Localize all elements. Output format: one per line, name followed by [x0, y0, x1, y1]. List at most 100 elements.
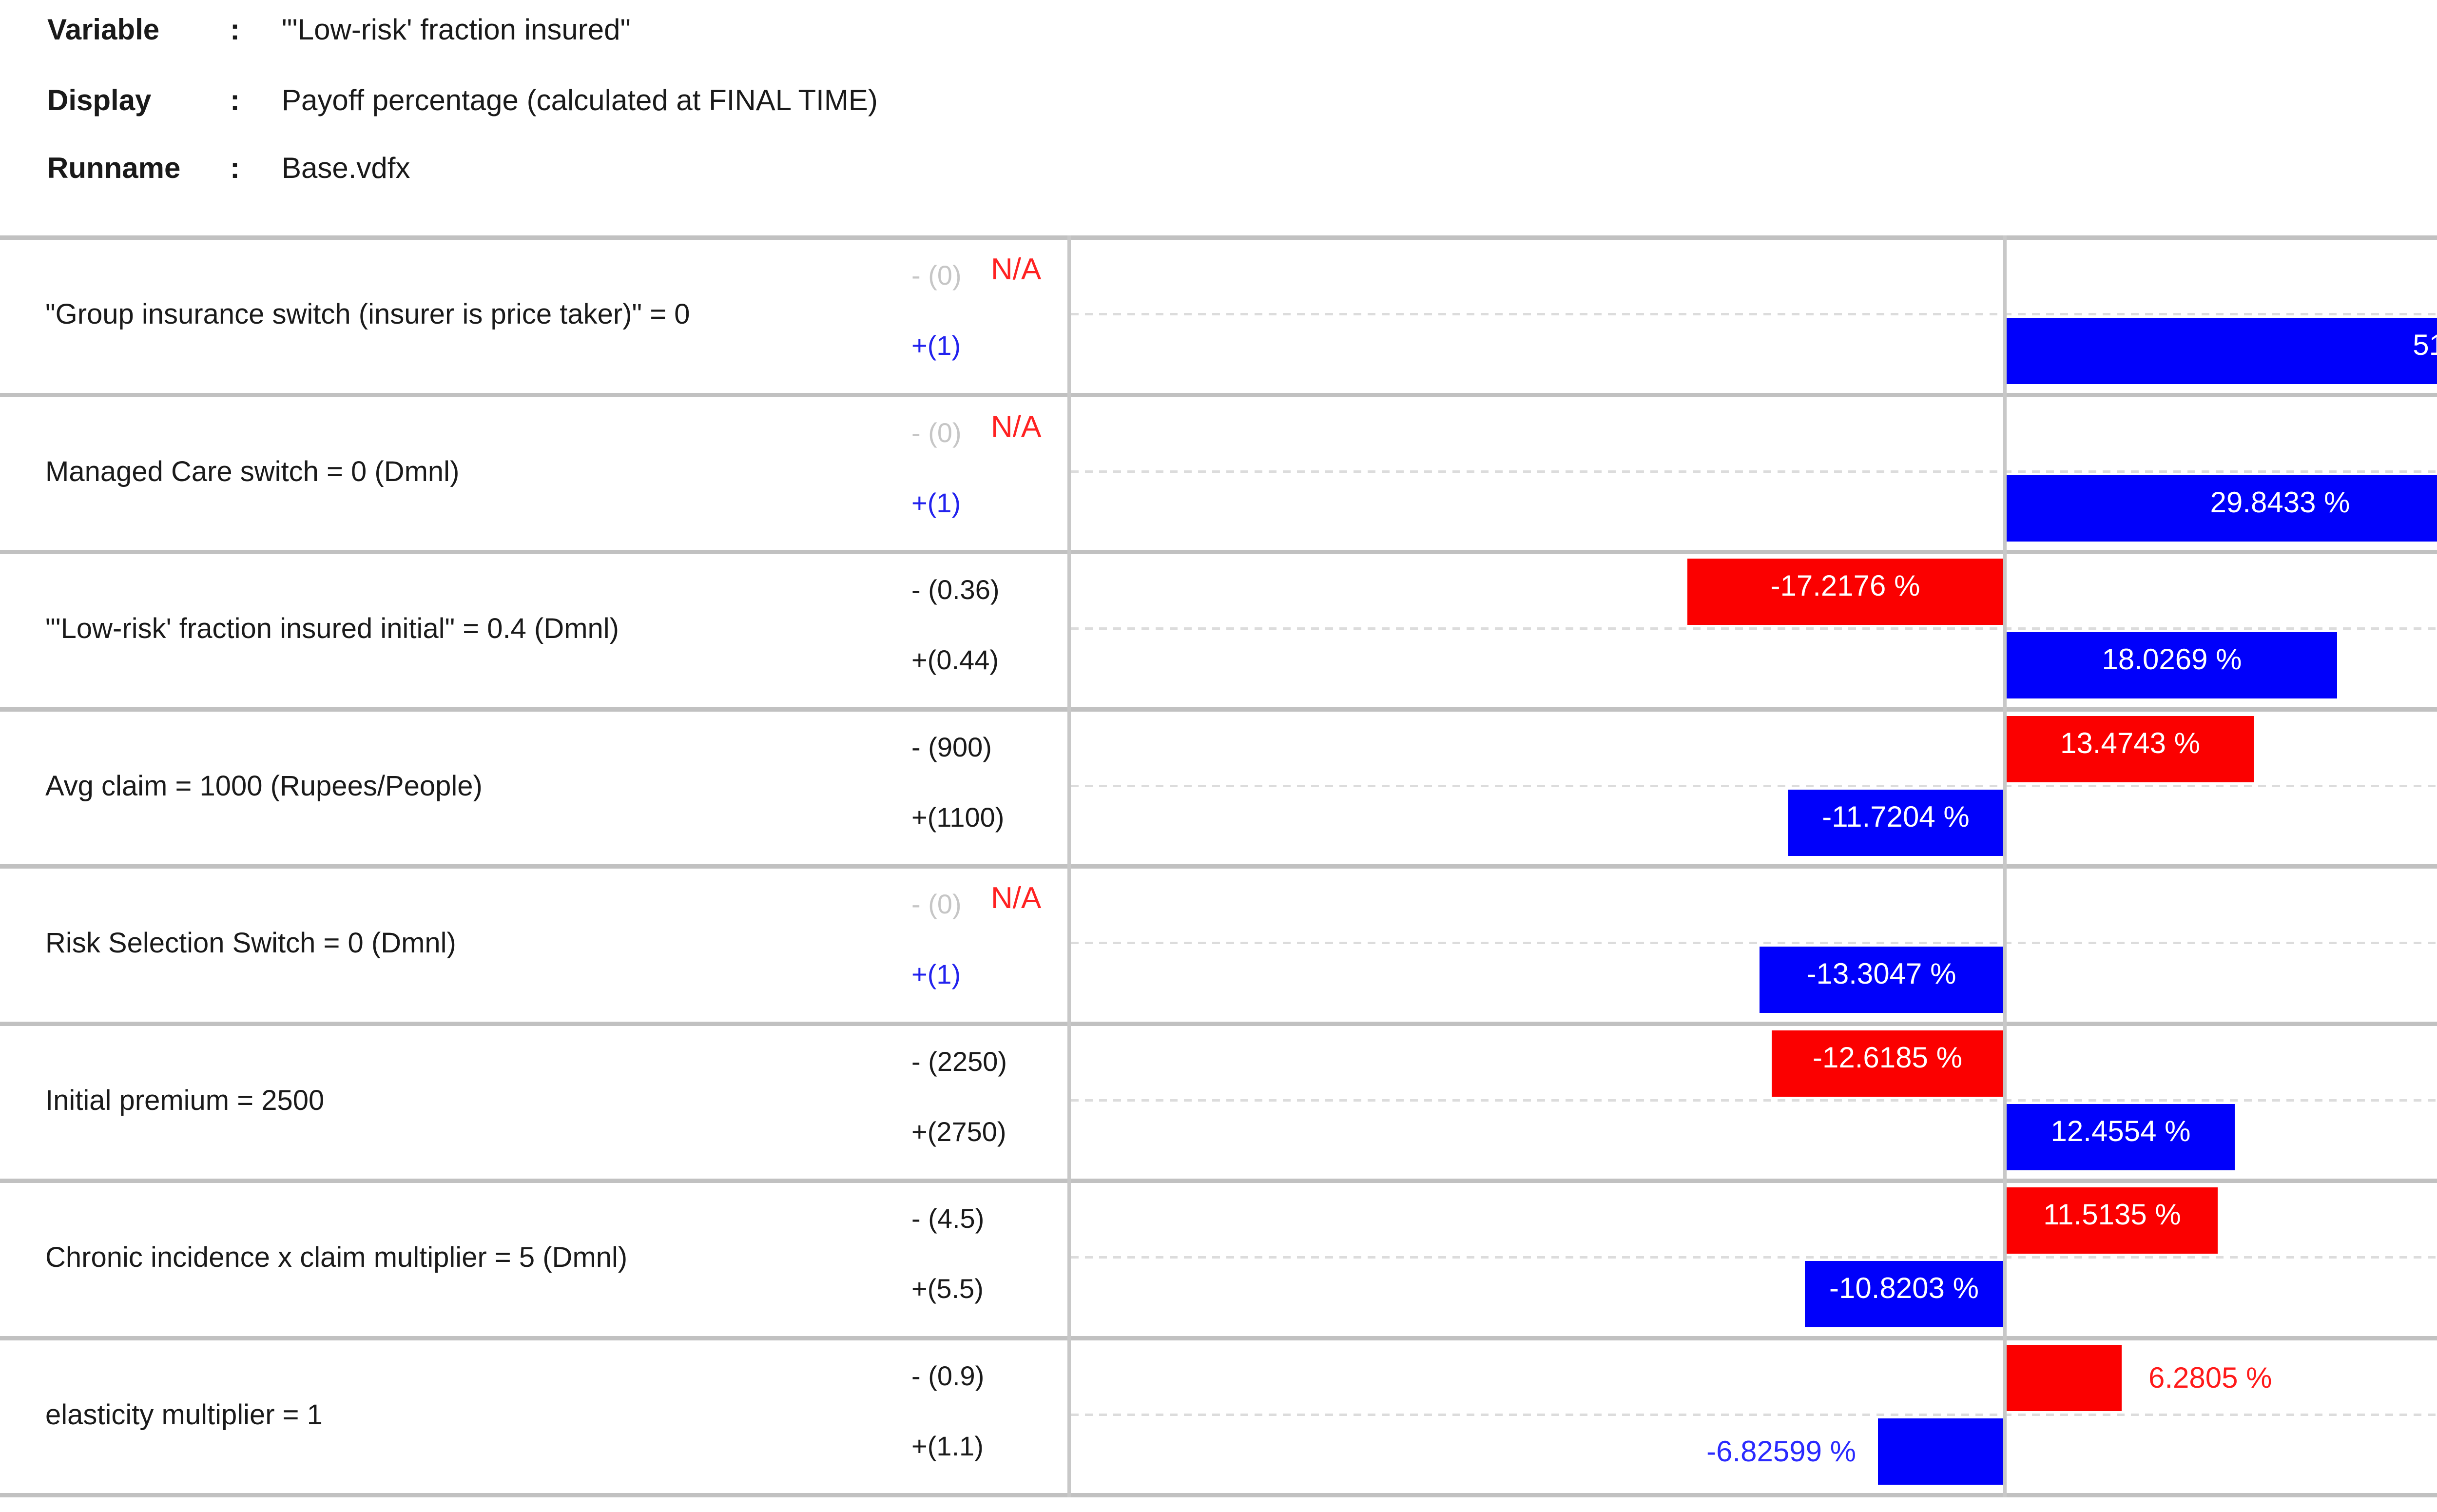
- bar-value-label: -11.7204 %: [1822, 800, 1970, 833]
- minus-run-input: - (4.5): [911, 1203, 985, 1234]
- plus-run-input: +(0.44): [911, 644, 999, 675]
- row-separator: [0, 550, 2437, 554]
- row-separator: [0, 1022, 2437, 1026]
- header-colon: :: [230, 13, 240, 46]
- plus-run-input: +(1): [911, 487, 961, 518]
- row-midline: [1071, 1414, 2437, 1416]
- header-colon: :: [230, 84, 240, 116]
- bar-value-label: 29.8433 %: [2210, 485, 2350, 519]
- header-value: Base.vdfx: [282, 152, 410, 184]
- minus-run-bar: 13.4743 %: [2007, 716, 2254, 782]
- bar-value-label: 12.4554 %: [2050, 1114, 2191, 1147]
- label-column-divider: [1067, 235, 1071, 1497]
- minus-run-input: - (0.9): [911, 1360, 985, 1391]
- header-key: Runname: [47, 152, 181, 184]
- row-separator: [0, 1493, 2437, 1497]
- plus-run-bar: -13.3047 %: [1760, 947, 2003, 1013]
- plus-run-result: 51.049 %: [1071, 318, 2437, 384]
- minus-run-result: -17.2176 %: [1071, 559, 2437, 625]
- na-result-label: N/A: [991, 252, 1042, 286]
- minus-run-result: 6.2805 %: [1071, 1345, 2437, 1411]
- plus-run-result: -10.8203 %: [1071, 1261, 2437, 1327]
- minus-run-bar: -17.2176 %: [1687, 559, 2003, 625]
- plus-run-bar: [1878, 1418, 2003, 1485]
- parameter-label: elasticity multiplier = 1: [45, 1398, 323, 1431]
- bar-value-label: -13.3047 %: [1806, 957, 1956, 990]
- plus-run-bar: 12.4554 %: [2007, 1104, 2235, 1170]
- bar-value-label: 51.049 %: [2413, 328, 2437, 361]
- bar-value-label: 11.5135 %: [2043, 1198, 2181, 1231]
- table-row: Risk Selection Switch = 0 (Dmnl) - (0) +…: [0, 864, 2437, 1022]
- minus-run-bar: 11.5135 %: [2007, 1187, 2218, 1254]
- plus-run-result: 12.4554 %: [1071, 1104, 2437, 1170]
- row-midline: [1071, 785, 2437, 787]
- plus-run-result: -13.3047 %: [1071, 947, 2437, 1013]
- bar-value-label-outside: -6.82599 %: [1706, 1435, 1856, 1468]
- plus-run-bar: 18.0269 %: [2007, 632, 2337, 698]
- bar-value-label: -12.6185 %: [1813, 1041, 1962, 1074]
- row-separator: [0, 393, 2437, 397]
- minus-run-result: N/A: [991, 402, 2437, 468]
- minus-run-input: - (2250): [911, 1046, 1007, 1077]
- table-row: Chronic incidence x claim multiplier = 5…: [0, 1179, 2437, 1336]
- table-row: "'Low-risk' fraction insured initial" = …: [0, 550, 2437, 707]
- parameter-label: Chronic incidence x claim multiplier = 5…: [45, 1241, 628, 1273]
- header-key: Display: [47, 84, 152, 116]
- plus-run-bar: -11.7204 %: [1788, 790, 2003, 856]
- row-midline: [1071, 1099, 2437, 1102]
- plus-run-result: -11.7204 %: [1071, 790, 2437, 856]
- table-row: "Group insurance switch (insurer is pric…: [0, 235, 2437, 393]
- minus-run-input: - (0): [911, 417, 962, 448]
- row-separator: [0, 235, 2437, 240]
- minus-run-result: 11.5135 %: [1071, 1187, 2437, 1254]
- header-colon: :: [230, 152, 240, 184]
- parameter-label: Risk Selection Switch = 0 (Dmnl): [45, 927, 456, 959]
- bar-value-label: 18.0269 %: [2102, 642, 2242, 676]
- row-midline: [1071, 942, 2437, 944]
- bar-value-label: -10.8203 %: [1829, 1271, 1979, 1304]
- zero-axis-line: [2003, 235, 2007, 1497]
- parameter-label: Initial premium = 2500: [45, 1084, 325, 1116]
- plus-run-input: +(1): [911, 330, 961, 361]
- plus-run-result: 18.0269 %: [1071, 632, 2437, 698]
- row-midline: [1071, 470, 2437, 473]
- row-separator: [0, 1336, 2437, 1340]
- row-separator: [0, 1179, 2437, 1183]
- plus-run-bar: -10.8203 %: [1805, 1261, 2003, 1327]
- plus-run-bar: 29.8433 %: [2007, 475, 2437, 542]
- minus-run-bar: [2007, 1345, 2122, 1411]
- minus-run-result: 13.4743 %: [1071, 716, 2437, 782]
- table-row: Managed Care switch = 0 (Dmnl) - (0) +(1…: [0, 393, 2437, 550]
- row-midline: [1071, 627, 2437, 630]
- plus-run-result: 29.8433 %: [1071, 475, 2437, 542]
- row-midline: [1071, 313, 2437, 315]
- row-separator: [0, 864, 2437, 869]
- parameter-label: Managed Care switch = 0 (Dmnl): [45, 455, 460, 487]
- header-key: Variable: [47, 13, 160, 46]
- minus-run-bar: -12.6185 %: [1772, 1030, 2003, 1097]
- header-value: Payoff percentage (calculated at FINAL T…: [282, 84, 878, 116]
- parameter-label: "Group insurance switch (insurer is pric…: [45, 298, 690, 330]
- header-value: "'Low-risk' fraction insured": [282, 13, 631, 46]
- minus-run-input: - (900): [911, 732, 992, 762]
- plus-run-input: +(1100): [911, 802, 1005, 833]
- row-separator: [0, 707, 2437, 712]
- na-result-label: N/A: [991, 410, 1042, 444]
- plus-run-input: +(5.5): [911, 1273, 984, 1304]
- plus-run-input: +(1.1): [911, 1431, 984, 1461]
- bar-value-label-outside: 6.2805 %: [2148, 1361, 2272, 1394]
- minus-run-input: - (0): [911, 889, 962, 919]
- minus-run-input: - (0): [911, 260, 962, 291]
- plus-run-bar: 51.049 %: [2007, 318, 2437, 384]
- minus-run-result: N/A: [991, 873, 2437, 939]
- bar-value-label: -17.2176 %: [1770, 569, 1920, 602]
- parameter-label: "'Low-risk' fraction insured initial" = …: [45, 613, 619, 644]
- parameter-label: Avg claim = 1000 (Rupees/People): [45, 770, 483, 802]
- minus-run-result: N/A: [991, 244, 2437, 310]
- table-row: elasticity multiplier = 1 - (0.9) +(1.1)…: [0, 1336, 2437, 1493]
- minus-run-input: - (0.36): [911, 574, 1000, 605]
- na-result-label: N/A: [991, 881, 1042, 915]
- minus-run-result: -12.6185 %: [1071, 1030, 2437, 1097]
- table-row: Avg claim = 1000 (Rupees/People) - (900)…: [0, 707, 2437, 864]
